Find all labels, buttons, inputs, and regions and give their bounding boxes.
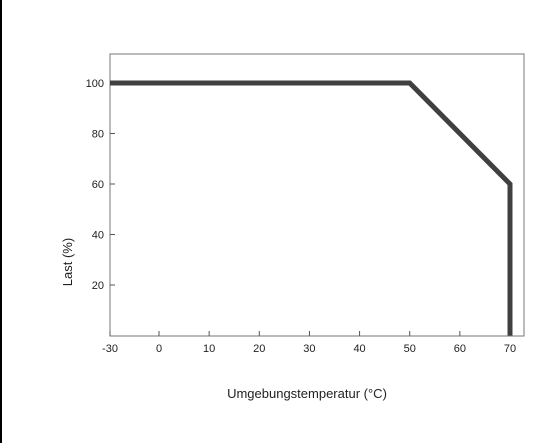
series-group <box>110 80 513 336</box>
x-tick-label: 40 <box>353 343 365 355</box>
x-tick-label: 30 <box>303 343 315 355</box>
x-tick-label: 70 <box>504 343 516 355</box>
series-line <box>110 80 513 336</box>
plot-frame <box>109 53 525 337</box>
x-tick-label: 50 <box>404 343 416 355</box>
x-tick-label: 10 <box>203 343 215 355</box>
y-axis-ticks: 20 40 60 80 100 <box>86 78 115 292</box>
x-tick-label: -30 <box>102 343 118 355</box>
y-axis-label: Last (%) <box>60 238 75 286</box>
x-axis-ticks: -30 0 10 20 30 40 50 60 70 <box>102 331 516 355</box>
x-tick-label: 20 <box>253 343 265 355</box>
y-tick-label: 100 <box>86 78 104 90</box>
y-tick-label: 40 <box>92 230 104 242</box>
x-axis-label: Umgebungstemperatur (°C) <box>227 386 387 401</box>
y-tick-label: 80 <box>92 129 104 141</box>
y-tick-label: 60 <box>92 179 104 191</box>
y-tick-label: 20 <box>92 280 104 292</box>
x-tick-label: 0 <box>156 343 162 355</box>
x-tick-label: 60 <box>454 343 466 355</box>
